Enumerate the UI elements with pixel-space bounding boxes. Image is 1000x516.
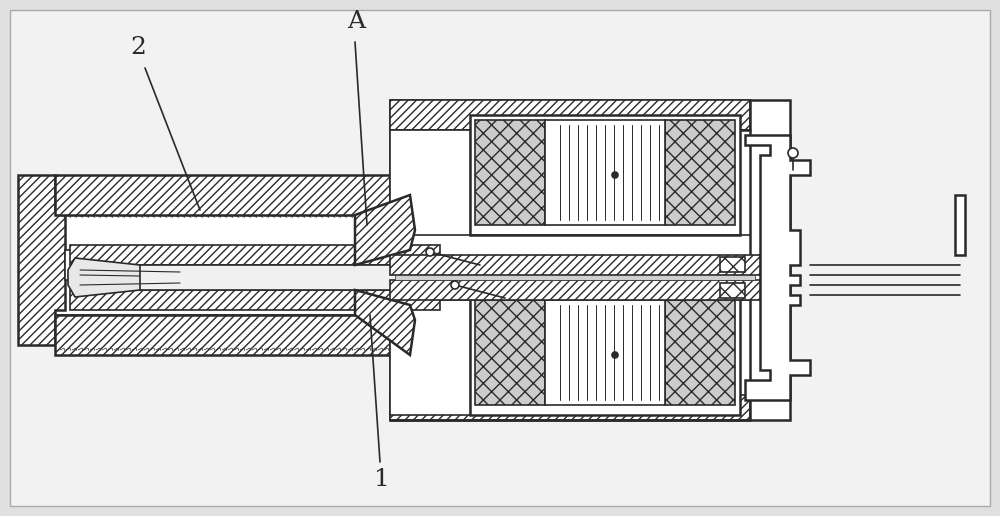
Bar xyxy=(470,115,740,235)
Bar xyxy=(70,290,440,310)
Bar xyxy=(70,245,440,265)
Text: 2: 2 xyxy=(130,37,146,59)
Polygon shape xyxy=(68,258,140,297)
Polygon shape xyxy=(18,175,65,345)
Bar xyxy=(390,280,760,300)
Bar xyxy=(55,175,390,215)
Circle shape xyxy=(426,248,434,256)
Bar xyxy=(665,300,735,405)
Bar xyxy=(75,265,435,290)
Bar xyxy=(395,275,755,280)
Bar xyxy=(545,120,665,225)
Bar xyxy=(470,295,740,415)
Bar xyxy=(665,120,735,225)
Bar xyxy=(955,195,965,255)
Bar xyxy=(720,283,745,298)
Circle shape xyxy=(788,148,798,158)
Bar xyxy=(545,300,665,405)
Text: 1: 1 xyxy=(374,469,390,492)
Bar xyxy=(390,100,790,420)
Bar xyxy=(55,215,390,315)
Bar xyxy=(390,395,750,420)
Circle shape xyxy=(612,352,618,358)
Polygon shape xyxy=(745,135,810,400)
Polygon shape xyxy=(355,290,415,355)
Circle shape xyxy=(612,172,618,178)
Bar xyxy=(390,300,470,415)
Bar xyxy=(475,120,545,225)
Bar xyxy=(390,100,750,130)
Bar xyxy=(475,300,545,405)
Bar xyxy=(65,250,85,280)
Polygon shape xyxy=(355,195,415,265)
Bar xyxy=(390,255,760,275)
Text: A: A xyxy=(347,10,365,34)
Bar xyxy=(720,257,745,272)
Circle shape xyxy=(451,281,459,289)
Bar xyxy=(55,315,390,355)
Bar xyxy=(390,130,470,235)
